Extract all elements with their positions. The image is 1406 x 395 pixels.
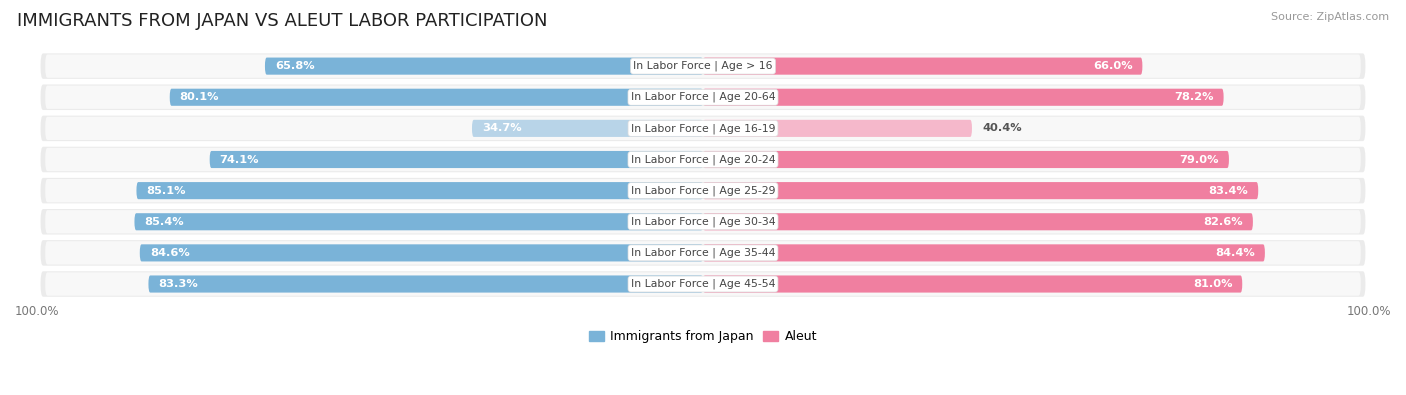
FancyBboxPatch shape (41, 178, 1365, 203)
Text: IMMIGRANTS FROM JAPAN VS ALEUT LABOR PARTICIPATION: IMMIGRANTS FROM JAPAN VS ALEUT LABOR PAR… (17, 12, 547, 30)
FancyBboxPatch shape (45, 179, 1361, 202)
Text: In Labor Force | Age 16-19: In Labor Force | Age 16-19 (631, 123, 775, 134)
FancyBboxPatch shape (170, 89, 703, 106)
Text: In Labor Force | Age 20-64: In Labor Force | Age 20-64 (631, 92, 775, 102)
FancyBboxPatch shape (41, 240, 1365, 266)
FancyBboxPatch shape (45, 272, 1361, 296)
FancyBboxPatch shape (703, 120, 972, 137)
FancyBboxPatch shape (45, 86, 1361, 109)
FancyBboxPatch shape (41, 209, 1365, 235)
Legend: Immigrants from Japan, Aleut: Immigrants from Japan, Aleut (583, 325, 823, 348)
Text: Source: ZipAtlas.com: Source: ZipAtlas.com (1271, 12, 1389, 22)
FancyBboxPatch shape (139, 245, 703, 261)
FancyBboxPatch shape (41, 53, 1365, 79)
Text: 84.4%: 84.4% (1215, 248, 1256, 258)
Text: 84.6%: 84.6% (150, 248, 190, 258)
Text: 82.6%: 82.6% (1204, 217, 1243, 227)
FancyBboxPatch shape (472, 120, 703, 137)
FancyBboxPatch shape (45, 148, 1361, 171)
FancyBboxPatch shape (703, 275, 1243, 293)
Text: 79.0%: 79.0% (1180, 154, 1219, 164)
FancyBboxPatch shape (41, 116, 1365, 141)
FancyBboxPatch shape (45, 55, 1361, 78)
FancyBboxPatch shape (45, 241, 1361, 265)
Text: In Labor Force | Age 45-54: In Labor Force | Age 45-54 (631, 279, 775, 289)
Text: In Labor Force | Age 30-34: In Labor Force | Age 30-34 (631, 216, 775, 227)
Text: 65.8%: 65.8% (276, 61, 315, 71)
Text: 83.4%: 83.4% (1209, 186, 1249, 196)
Text: In Labor Force | Age 35-44: In Labor Force | Age 35-44 (631, 248, 775, 258)
FancyBboxPatch shape (703, 89, 1223, 106)
Text: 66.0%: 66.0% (1092, 61, 1132, 71)
FancyBboxPatch shape (703, 58, 1143, 75)
FancyBboxPatch shape (41, 85, 1365, 110)
FancyBboxPatch shape (149, 275, 703, 293)
FancyBboxPatch shape (45, 210, 1361, 233)
FancyBboxPatch shape (135, 213, 703, 230)
Text: 85.1%: 85.1% (146, 186, 186, 196)
Text: 74.1%: 74.1% (219, 154, 259, 164)
FancyBboxPatch shape (264, 58, 703, 75)
Text: 83.3%: 83.3% (159, 279, 198, 289)
FancyBboxPatch shape (45, 117, 1361, 140)
Text: 40.4%: 40.4% (981, 123, 1022, 134)
Text: 78.2%: 78.2% (1174, 92, 1213, 102)
FancyBboxPatch shape (703, 151, 1229, 168)
FancyBboxPatch shape (41, 147, 1365, 172)
Text: 34.7%: 34.7% (482, 123, 522, 134)
FancyBboxPatch shape (209, 151, 703, 168)
FancyBboxPatch shape (41, 271, 1365, 297)
FancyBboxPatch shape (703, 213, 1253, 230)
FancyBboxPatch shape (703, 245, 1265, 261)
FancyBboxPatch shape (703, 182, 1258, 199)
Text: 80.1%: 80.1% (180, 92, 219, 102)
Text: In Labor Force | Age 25-29: In Labor Force | Age 25-29 (631, 185, 775, 196)
Text: 81.0%: 81.0% (1192, 279, 1232, 289)
Text: In Labor Force | Age 20-24: In Labor Force | Age 20-24 (631, 154, 775, 165)
Text: 85.4%: 85.4% (145, 217, 184, 227)
Text: In Labor Force | Age > 16: In Labor Force | Age > 16 (633, 61, 773, 71)
FancyBboxPatch shape (136, 182, 703, 199)
